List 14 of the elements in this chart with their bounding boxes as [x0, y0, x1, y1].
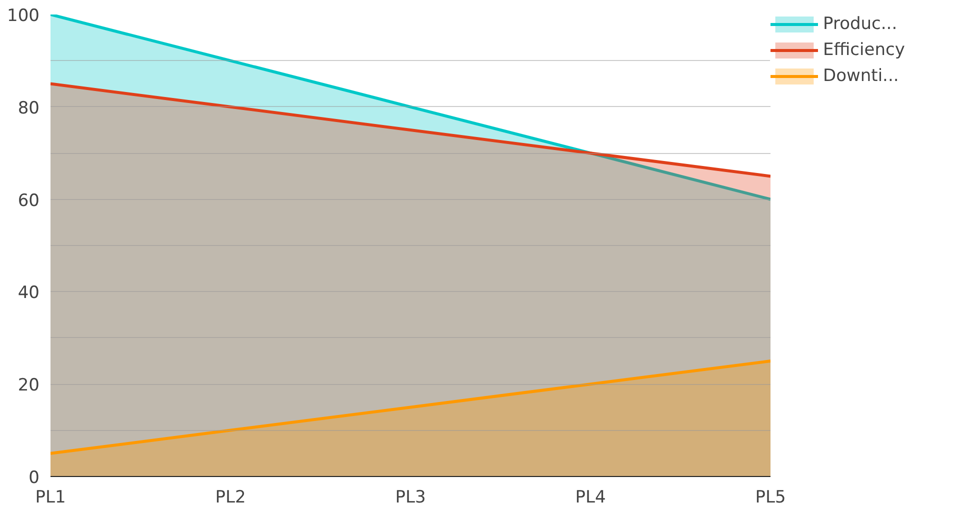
x-tick-label: PL5 [755, 488, 786, 508]
y-tick-label: 60 [18, 190, 40, 211]
legend-label: Produc... [823, 14, 898, 34]
y-tick-label: 100 [7, 6, 40, 26]
legend-label: Downti... [823, 66, 899, 86]
y-tick-label: 80 [18, 98, 40, 118]
x-tick-label: PL2 [215, 488, 246, 508]
x-tick-label: PL1 [35, 488, 66, 508]
y-tick-label: 0 [28, 468, 40, 488]
x-tick-label: PL3 [395, 488, 426, 508]
legend-label: Efficiency [823, 40, 905, 60]
x-tick-label: PL4 [575, 488, 606, 508]
y-tick-label: 20 [18, 376, 40, 396]
y-tick-label: 40 [18, 283, 40, 304]
